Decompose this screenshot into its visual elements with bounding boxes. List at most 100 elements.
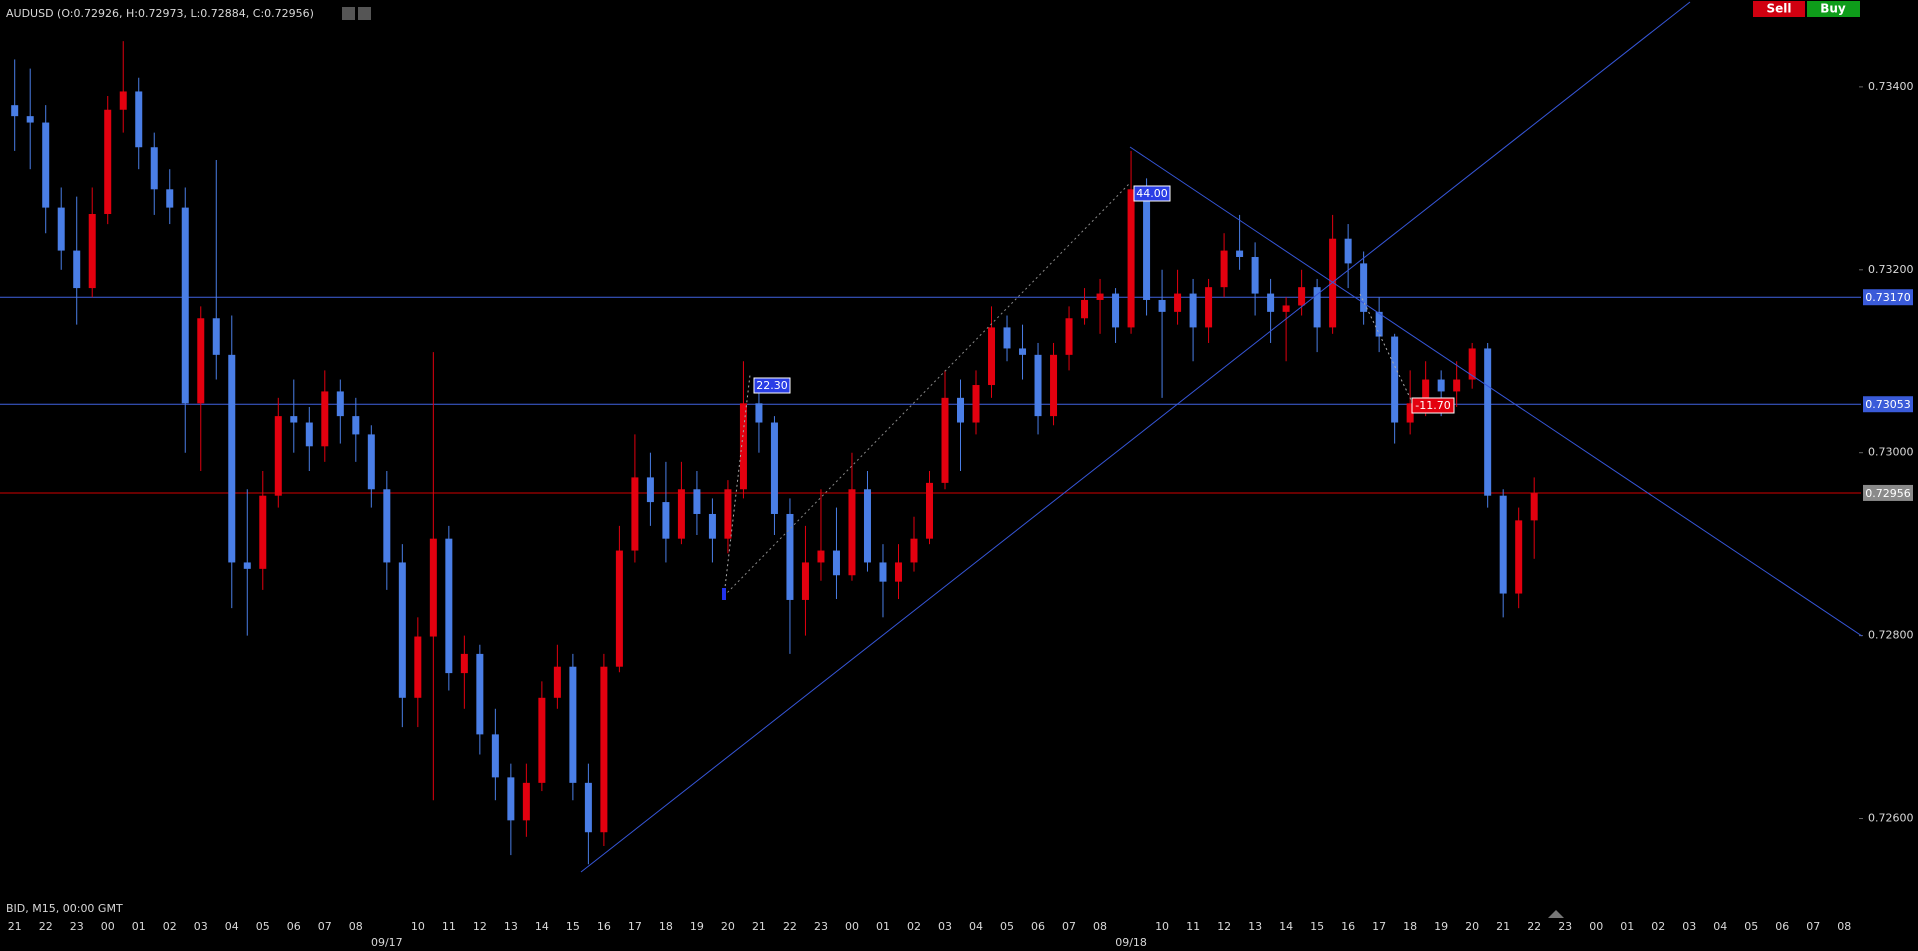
icon[interactable]: [342, 7, 355, 20]
y-tick-label: 0.72600: [1868, 812, 1914, 825]
candle-body: [1081, 299, 1089, 319]
x-tick-label: 15: [566, 920, 580, 933]
candle-body: [941, 397, 949, 483]
x-tick-label: 01: [1620, 920, 1634, 933]
candle-body: [1437, 379, 1445, 392]
candle-body: [1406, 403, 1414, 423]
candle-body: [104, 109, 112, 215]
candle-body: [197, 318, 205, 404]
candle-body: [615, 550, 623, 667]
x-tick-label: 06: [287, 920, 301, 933]
x-tick-label: 04: [225, 920, 239, 933]
trend-line: [1129, 146, 1863, 637]
candle-body: [1205, 287, 1213, 328]
x-tick-label: 11: [442, 920, 456, 933]
candle-body: [1313, 287, 1321, 328]
annotation: 44.00: [1136, 187, 1168, 200]
price-label: 0.72956: [1865, 487, 1911, 500]
x-tick-label: 00: [1589, 920, 1603, 933]
x-tick-label: 21: [8, 920, 22, 933]
annotation: -11.70: [1415, 399, 1450, 412]
x-tick-label: 08: [1837, 920, 1851, 933]
annotation-box: [1411, 397, 1455, 414]
candle-body: [708, 513, 716, 539]
candle-body: [1065, 318, 1073, 355]
candle-body: [57, 207, 65, 251]
candle-body: [1499, 495, 1507, 594]
x-tick-label: 09/17: [371, 936, 403, 949]
candle-body: [631, 477, 639, 551]
candle-body: [677, 489, 685, 539]
sell-button[interactable]: Sell: [1753, 1, 1805, 17]
chart-title: AUDUSD (O:0.72926, H:0.72973, L:0.72884,…: [6, 7, 314, 20]
buy-button[interactable]: Buy: [1807, 1, 1860, 17]
candle-body: [1515, 520, 1523, 594]
x-tick-label: 08: [1093, 920, 1107, 933]
x-tick-label: 19: [1434, 920, 1448, 933]
price-label-box: [1863, 484, 1913, 501]
x-tick-label: 07: [318, 920, 332, 933]
x-tick-label: 18: [1403, 920, 1417, 933]
candle-body: [801, 562, 809, 600]
candle-body: [1360, 263, 1368, 312]
candle-body: [848, 489, 856, 576]
button-label[interactable]: Sell: [1766, 2, 1791, 16]
x-tick-label: 23: [814, 920, 828, 933]
candle-body: [1096, 293, 1104, 300]
candle-body: [770, 422, 778, 514]
candle-body: [863, 489, 871, 563]
candle-body: [491, 734, 499, 778]
candle-body: [553, 666, 561, 698]
button-bg[interactable]: [1753, 1, 1805, 17]
candle-body: [1530, 492, 1538, 521]
candle-body: [1112, 293, 1120, 328]
candle-body: [817, 550, 825, 563]
candle-body: [321, 391, 329, 447]
x-tick-label: 10: [1155, 920, 1169, 933]
candle-body: [724, 489, 732, 539]
x-tick-label: 00: [101, 920, 115, 933]
x-tick-label: 23: [70, 920, 84, 933]
candle-body: [476, 653, 484, 735]
x-tick-label: 05: [256, 920, 270, 933]
price-label-box: [1863, 396, 1913, 413]
candle-body: [988, 327, 996, 386]
candle-body: [42, 122, 50, 208]
candle-body: [522, 782, 530, 821]
x-tick-label: 01: [876, 920, 890, 933]
x-tick-label: 11: [1186, 920, 1200, 933]
candle-body: [662, 502, 670, 539]
x-tick-label: 16: [597, 920, 611, 933]
candle-body: [26, 116, 34, 123]
candle-body: [1019, 348, 1027, 355]
candle-body: [1453, 379, 1461, 392]
price-label: 0.73170: [1865, 291, 1911, 304]
x-tick-label: 15: [1310, 920, 1324, 933]
x-tick-label: 05: [1000, 920, 1014, 933]
candle-body: [1158, 299, 1166, 312]
plot-area: 0.73400 0.73200 0.73000 0.72800 0.72600 21 22 2…: [0, 41, 1914, 949]
x-tick-label: 04: [969, 920, 983, 933]
current-bar-marker: [1548, 910, 1564, 918]
candle-body: [1375, 311, 1383, 337]
x-tick-label: 07: [1062, 920, 1076, 933]
candle-body: [894, 562, 902, 582]
candle-body: [305, 422, 313, 447]
candle-body: [693, 489, 701, 514]
candle-body: [336, 391, 344, 417]
candle-body: [228, 354, 236, 563]
button-bg[interactable]: [1807, 1, 1860, 17]
candle-body: [1034, 354, 1042, 417]
candle-body: [383, 489, 391, 563]
icon[interactable]: [358, 7, 371, 20]
x-tick-label: 03: [938, 920, 952, 933]
candle-body: [600, 666, 608, 833]
measure-line: [723, 374, 751, 597]
candle-body: [1267, 293, 1275, 312]
annotation-box: [753, 377, 791, 394]
x-tick-label: 14: [1279, 920, 1293, 933]
x-tick-label: 21: [1496, 920, 1510, 933]
button-label[interactable]: Buy: [1820, 2, 1846, 16]
